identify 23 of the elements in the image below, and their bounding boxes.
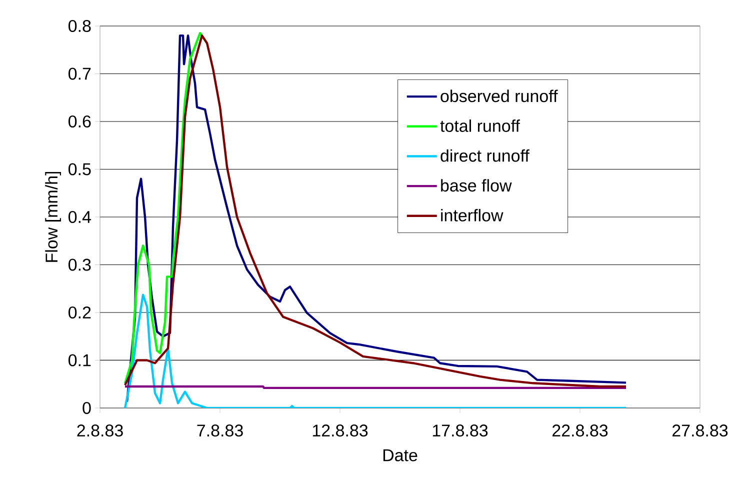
y-tick-label: 0 — [82, 402, 91, 414]
y-tick-label: 0.3 — [68, 258, 91, 271]
x-tick-label: 7.8.83 — [197, 424, 243, 437]
y-tick-label: 0.4 — [68, 210, 91, 224]
line-series — [124, 294, 628, 408]
x-tick-label: 27.8.83 — [672, 424, 728, 437]
legend-label: total runoff — [440, 120, 520, 132]
y-tick-label: 0.6 — [68, 115, 91, 128]
y-axis-title: Flow [mm/h] — [45, 172, 61, 262]
x-tick-label: 2.8.83 — [77, 424, 123, 437]
y-tick-label: 0.1 — [68, 354, 91, 366]
y-tick-label: 0.8 — [68, 20, 91, 32]
x-tick-label: 17.8.83 — [432, 424, 488, 437]
legend-label: observed runoff — [440, 90, 558, 102]
legend-label: base flow — [441, 179, 512, 192]
y-tick-label: 0.5 — [68, 163, 91, 176]
legend-label: direct runoff — [440, 149, 530, 162]
y-tick-label: 0.2 — [68, 306, 91, 319]
legend-label: interflow — [441, 208, 504, 222]
y-tick-label: 0.7 — [68, 68, 91, 80]
x-axis-title: Date — [383, 449, 418, 462]
x-tick-label: 22.8.83 — [552, 424, 608, 437]
x-tick-label: 12.8.83 — [312, 424, 368, 437]
